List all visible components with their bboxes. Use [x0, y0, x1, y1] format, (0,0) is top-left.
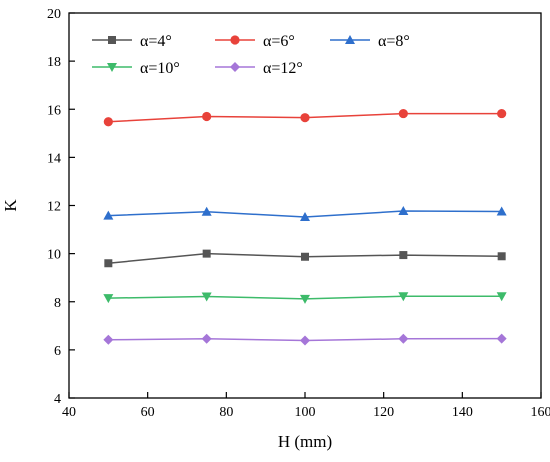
x-tick-label: 120: [373, 405, 394, 420]
legend-item-1: α=6°: [215, 33, 295, 50]
data-point: [108, 36, 116, 44]
series-layer: [103, 108, 507, 346]
x-tick-label: 160: [531, 405, 550, 420]
y-tick-label: 4: [54, 392, 61, 407]
y-tick-label: 10: [47, 248, 61, 263]
y-tick-label: 8: [54, 296, 61, 311]
x-tick-label: 60: [141, 405, 155, 420]
legend-item-3: α=10°: [92, 60, 180, 77]
legend-label: α=10°: [140, 60, 180, 77]
data-point: [107, 63, 117, 72]
legend-label: α=8°: [378, 33, 410, 50]
data-point: [300, 294, 310, 304]
data-point: [230, 62, 240, 72]
series-0: [104, 249, 506, 268]
data-point: [202, 249, 211, 258]
data-point: [496, 292, 507, 302]
data-point: [398, 206, 409, 216]
x-tick-label: 140: [452, 405, 473, 420]
y-tick-label: 20: [47, 7, 61, 22]
y-axis-label: K: [1, 199, 20, 212]
legend-label: α=4°: [140, 33, 172, 50]
data-point: [201, 333, 212, 344]
y-tick-label: 6: [54, 344, 61, 359]
legend-label: α=6°: [263, 33, 295, 50]
data-point: [496, 333, 507, 344]
y-tick-label: 16: [47, 103, 61, 118]
y-tick-label: 18: [47, 55, 61, 70]
legend-item-4: α=12°: [215, 60, 303, 77]
data-point: [496, 206, 507, 216]
series-2: [103, 206, 507, 222]
x-tick-label: 80: [219, 405, 233, 420]
data-point: [300, 335, 310, 346]
data-point: [301, 252, 309, 261]
legend: α=4° α=6° α=8° α=10° α=12°: [92, 33, 410, 77]
data-point: [202, 111, 212, 122]
data-point: [104, 259, 113, 268]
y-tick-label: 12: [47, 200, 61, 215]
data-point: [300, 113, 310, 123]
x-axis-label: H (mm): [278, 432, 332, 451]
x-tick-label: 100: [295, 405, 316, 420]
legend-label: α=12°: [263, 60, 303, 77]
data-point: [103, 334, 114, 345]
series-1: [103, 108, 507, 127]
data-point: [398, 108, 408, 119]
data-point: [300, 212, 310, 222]
data-point: [398, 292, 409, 302]
data-point: [497, 108, 507, 119]
series-3: [103, 292, 507, 304]
legend-item-0: α=4°: [92, 33, 172, 50]
x-tick-label: 40: [62, 405, 76, 420]
data-point: [399, 251, 408, 260]
data-point: [230, 35, 240, 45]
data-point: [103, 117, 113, 127]
data-point: [103, 294, 114, 304]
data-point: [345, 35, 355, 44]
legend-item-2: α=8°: [330, 33, 410, 50]
data-point: [103, 210, 114, 220]
data-point: [201, 292, 212, 302]
data-point: [398, 333, 409, 344]
series-4: [103, 333, 507, 346]
axes: 40 60 80 100 120 140 160 4 6 8 10 12 14 16 18 20: [47, 7, 550, 420]
data-point: [201, 206, 212, 216]
data-point: [497, 252, 506, 261]
y-tick-label: 14: [47, 151, 61, 166]
